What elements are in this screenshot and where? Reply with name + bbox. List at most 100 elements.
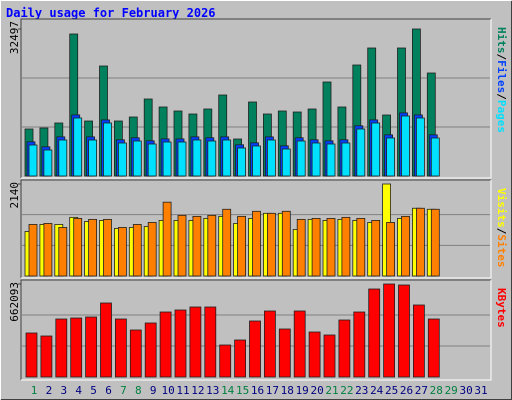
legend: Visits/Sites: [495, 188, 508, 268]
bar: [266, 212, 276, 277]
bar: [159, 311, 172, 378]
bar: [115, 318, 127, 378]
legend-entry: Visits: [495, 188, 508, 228]
bar: [58, 139, 68, 177]
bar: [40, 335, 53, 378]
bar: [55, 318, 68, 378]
bar: [368, 288, 381, 378]
x-tick-label: 28: [430, 384, 443, 397]
bar: [281, 210, 291, 277]
bar: [234, 339, 247, 378]
x-tick-label: 8: [135, 384, 142, 397]
bar: [252, 145, 261, 177]
bar: [412, 304, 425, 378]
x-tick-label: 24: [370, 384, 384, 397]
bar: [162, 201, 172, 277]
x-tick-label: 16: [251, 384, 264, 397]
bar: [338, 319, 351, 378]
x-tick-label: 25: [385, 384, 398, 397]
bar: [100, 302, 112, 378]
x-tick-label: 12: [191, 384, 204, 397]
bar: [162, 141, 172, 177]
bar: [73, 117, 83, 177]
y-tick-label: 32497: [8, 21, 21, 54]
chart-title: Daily usage for February 2026: [6, 6, 216, 20]
bar: [386, 222, 396, 277]
bar: [132, 224, 142, 277]
panel-border: [20, 279, 491, 380]
bar: [192, 139, 202, 177]
bar: [296, 218, 306, 277]
x-tick-label: 20: [310, 384, 323, 397]
bar: [28, 224, 38, 277]
bar: [249, 320, 261, 378]
bar: [85, 316, 97, 378]
bar: [177, 141, 187, 177]
bar: [28, 144, 38, 177]
bar: [103, 122, 112, 177]
bar: [118, 142, 127, 177]
bar: [401, 215, 410, 277]
bar: [237, 147, 247, 177]
bar: [371, 220, 381, 277]
bar: [58, 227, 68, 277]
bar: [147, 143, 157, 177]
x-tick-label: 26: [400, 384, 413, 397]
bar: [132, 140, 142, 177]
bar: [353, 311, 366, 378]
bar: [323, 334, 336, 378]
panel-border: [20, 179, 491, 278]
legend-entry: KBytes: [495, 288, 508, 328]
bar: [311, 142, 321, 177]
legend-separator: /: [495, 93, 508, 100]
x-tick-label: 1: [31, 384, 38, 397]
x-tick-label: 13: [206, 384, 219, 397]
panel-border: [21, 180, 492, 279]
bar: [430, 208, 440, 277]
bar: [296, 140, 306, 177]
bar: [73, 217, 83, 277]
bar: [177, 214, 187, 277]
x-tick-label: 10: [161, 384, 174, 397]
bar: [356, 217, 366, 277]
legend-entry: Pages: [495, 100, 508, 133]
y-tick-label: 2140: [8, 182, 21, 209]
bar: [25, 332, 38, 378]
x-tick-label: 23: [355, 384, 368, 397]
x-tick-label: 17: [266, 384, 279, 397]
legend-separator: /: [495, 228, 508, 235]
bar: [415, 117, 425, 177]
x-tick-label: 14: [221, 384, 235, 397]
x-tick-label: 29: [445, 384, 458, 397]
bar: [88, 139, 97, 177]
panel-border: [21, 280, 492, 381]
x-tick-label: 2: [46, 384, 53, 397]
x-tick-label: 21: [325, 384, 338, 397]
bar: [308, 331, 321, 378]
bar: [293, 310, 306, 378]
bar: [341, 216, 351, 277]
panel-border: [20, 18, 491, 178]
bar: [43, 223, 53, 277]
x-tick-label: 27: [415, 384, 428, 397]
x-tick-label: 31: [474, 384, 487, 397]
bar: [401, 115, 410, 177]
bar: [219, 344, 232, 378]
bar: [70, 317, 83, 378]
bar: [311, 217, 321, 277]
bar: [144, 322, 157, 378]
x-tick-label: 3: [60, 384, 67, 397]
bar: [371, 122, 381, 177]
x-tick-label: 19: [296, 384, 309, 397]
x-tick-label: 18: [281, 384, 294, 397]
bar: [174, 309, 187, 378]
x-tick-label: 30: [459, 384, 472, 397]
x-tick-label: 4: [75, 384, 82, 397]
bar: [103, 218, 112, 277]
bar: [356, 128, 366, 177]
bar: [207, 140, 217, 177]
x-tick-label: 11: [176, 384, 189, 397]
bar: [204, 306, 217, 378]
